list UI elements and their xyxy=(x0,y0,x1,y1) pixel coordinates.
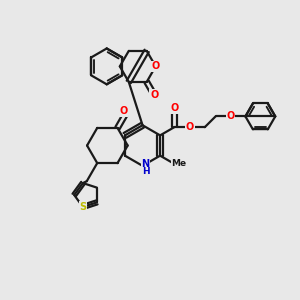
Text: N: N xyxy=(142,159,150,169)
Text: O: O xyxy=(152,61,160,71)
Text: O: O xyxy=(119,106,128,116)
Text: O: O xyxy=(186,122,194,132)
Text: Me: Me xyxy=(171,159,187,168)
Text: O: O xyxy=(226,111,235,121)
Text: O: O xyxy=(170,103,178,113)
Text: H: H xyxy=(142,167,149,176)
Text: O: O xyxy=(150,90,158,100)
Text: S: S xyxy=(79,202,86,212)
